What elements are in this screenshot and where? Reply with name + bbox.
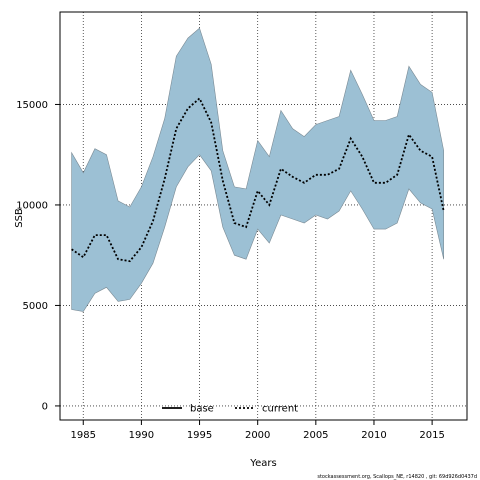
y-tick-label-10000: 10000 [16,200,48,211]
confidence-band [71,27,444,312]
x-tick-label-2000: 2000 [245,430,270,441]
y-axis-title: SSB [14,208,25,228]
x-tick-label-1995: 1995 [187,430,212,441]
x-tick-label-1990: 1990 [129,430,154,441]
y-tick-label-5000: 5000 [23,301,48,312]
y-tick-label-15000: 15000 [16,100,48,111]
x-tick-label-2005: 2005 [303,430,328,441]
x-tick-label-1985: 1985 [71,430,96,441]
x-tick-label-2010: 2010 [361,430,386,441]
x-axis: 1985 1990 1995 2000 2005 2010 2015 [71,420,445,441]
y-tick-label-0: 0 [42,401,48,412]
legend-label-base: base [190,404,214,415]
x-tick-label-2015: 2015 [419,430,444,441]
legend: base current [162,404,298,415]
y-axis: 0 5000 10000 15000 [16,100,60,412]
footer-credit: stockassessment.org, Scallops_NE, r14820… [317,474,477,480]
plot-frame [59,11,468,421]
x-axis-title: Years [249,458,276,469]
legend-label-current: current [262,404,298,415]
